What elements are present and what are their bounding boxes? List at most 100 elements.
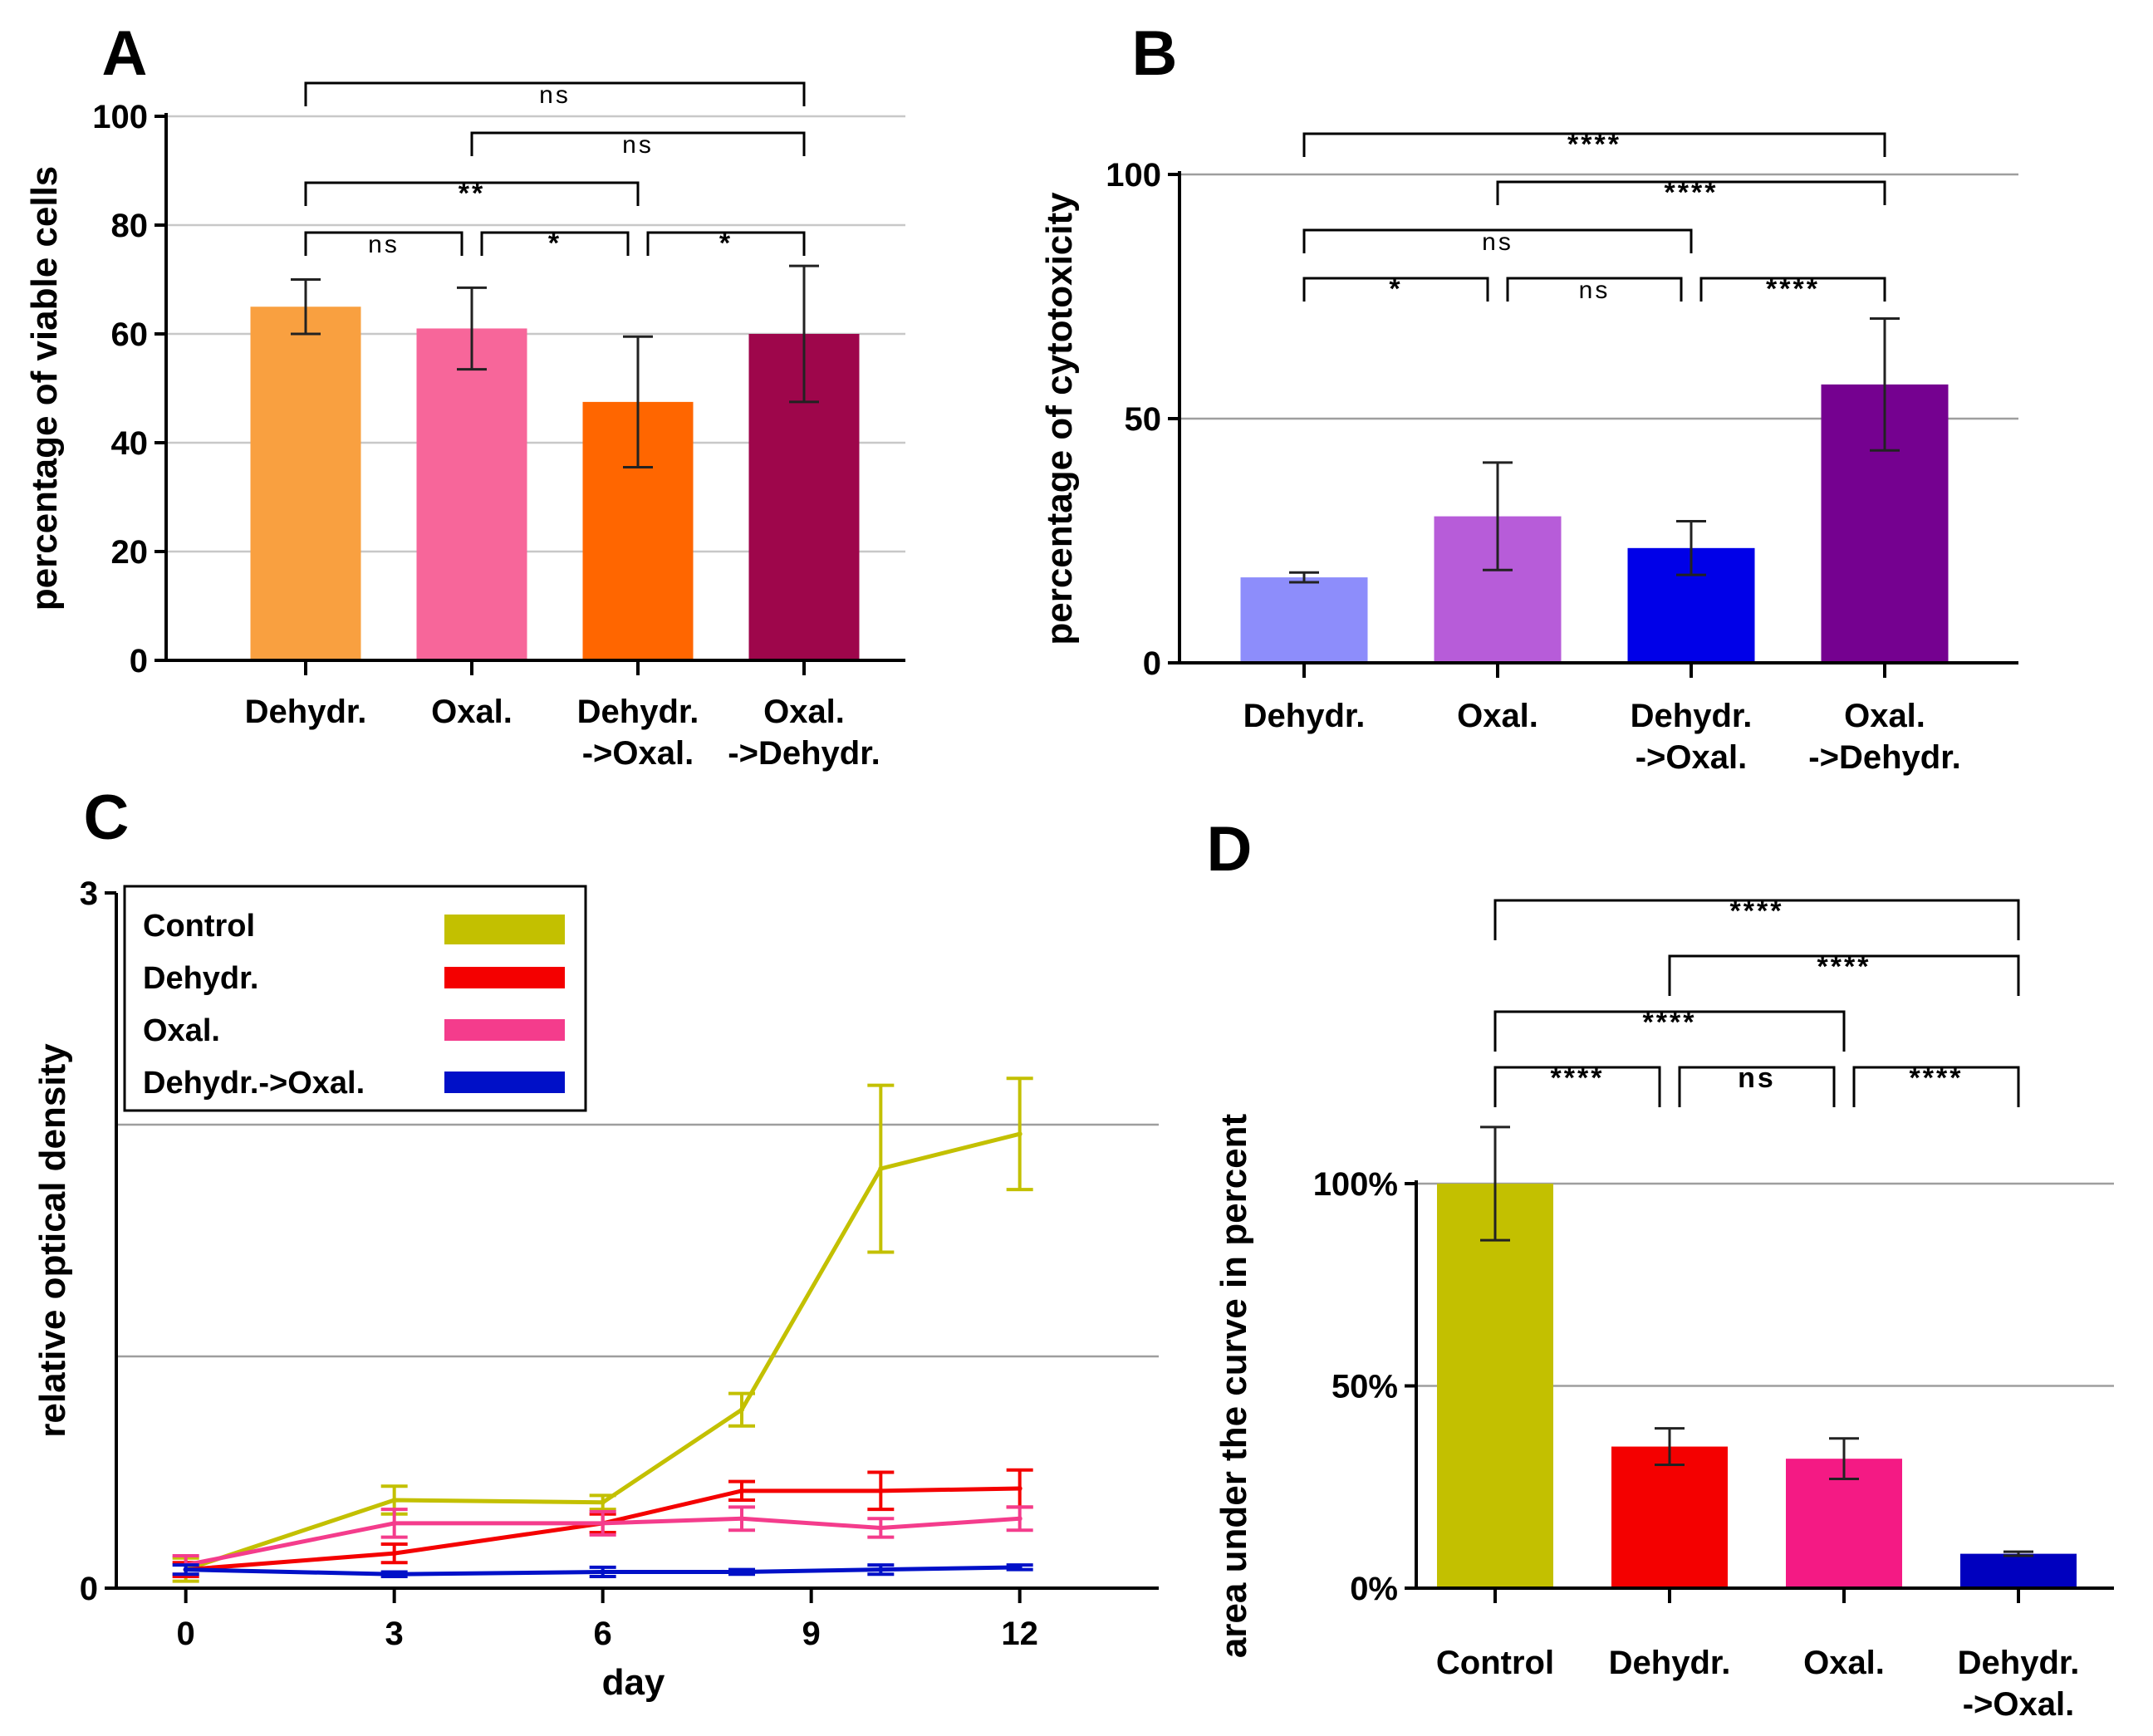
data-point (878, 1166, 884, 1172)
x-tick-label-line: Control (1436, 1645, 1554, 1681)
bar (1437, 1184, 1553, 1588)
data-point (1017, 1516, 1023, 1522)
x-tick-label-line: Oxal. (431, 694, 513, 730)
error-bar (1870, 316, 1900, 452)
y-tick-label: 20 (111, 534, 149, 571)
series (172, 1563, 1033, 1579)
y-axis-title: percentage of cytotoxicity (1039, 192, 1080, 645)
significance-line (1506, 277, 1683, 302)
significance-bracket: ns (304, 231, 463, 258)
significance-label: ns (1738, 1062, 1776, 1094)
legend-item: Dehydr.->Oxal. (143, 1066, 565, 1101)
y-tick-label: 50 (1125, 401, 1162, 438)
significance-label: * (1389, 273, 1402, 305)
legend-label: Oxal. (143, 1013, 220, 1048)
series-line (184, 1131, 1021, 1572)
x-tick-label: 12 (1001, 1616, 1038, 1652)
legend: Control Dehydr. Oxal. Dehydr.->Oxal. (123, 885, 587, 1112)
x-tick-label: Oxal. (1803, 1645, 1885, 1681)
legend-item: Dehydr. (143, 961, 565, 996)
y-tick-label: 0 (80, 1571, 98, 1607)
significance-line (304, 181, 640, 206)
x-tick-label-line: ->Dehydr. (1808, 739, 1960, 776)
significance-bracket: ns (304, 81, 806, 109)
significance-label: **** (1766, 273, 1820, 305)
panel-letter: C (84, 782, 130, 853)
legend-label: Dehydr.->Oxal. (143, 1066, 365, 1101)
bar (1611, 1446, 1728, 1588)
significance-label: ns (622, 131, 654, 159)
significance-label: ** (459, 178, 485, 209)
y-axis-title: percentage of viable cells (24, 166, 65, 611)
bar (1240, 577, 1368, 663)
significance-line (1496, 180, 1886, 205)
x-tick-label-line: Oxal. (1803, 1645, 1885, 1681)
x-axis-title: day (602, 1662, 665, 1703)
error-bar (291, 278, 321, 336)
x-tick-label: Dehydr. (1243, 698, 1366, 734)
significance-bracket: ns (470, 131, 806, 159)
significance-line (304, 81, 806, 106)
significance-label: **** (1551, 1062, 1605, 1094)
series (172, 1076, 1033, 1583)
x-tick-label: 6 (594, 1616, 612, 1652)
panel-letter: A (102, 18, 148, 89)
significance-bracket: ns (1302, 228, 1693, 256)
y-tick-label: 80 (111, 208, 149, 244)
y-axis-title: area under the curve in percent (1214, 1113, 1254, 1658)
significance-line (480, 231, 630, 256)
data-point (600, 1520, 606, 1526)
significance-label: * (548, 228, 562, 259)
y-tick-label: 60 (111, 316, 149, 353)
legend-item: Oxal. (143, 1013, 565, 1048)
data-point (739, 1488, 744, 1493)
series-line (185, 1516, 1020, 1567)
significance-label: **** (1817, 951, 1871, 983)
y-tick-label: 0% (1350, 1571, 1398, 1607)
x-tick-label: Dehydr. ->Oxal. (577, 694, 699, 772)
x-tick-label-line: ->Oxal. (582, 735, 694, 772)
significance-line (1302, 277, 1489, 302)
significance-line (1493, 1066, 1661, 1107)
data-point (878, 1525, 884, 1531)
significance-line (1493, 1010, 1846, 1052)
significance-label: **** (1643, 1007, 1697, 1038)
panel-letter: D (1207, 814, 1253, 885)
bar (416, 328, 527, 660)
panel-d: D 0% 50% 100% Control Dehydr. Oxal. Dehydr. ->Ox… (1207, 814, 2114, 1723)
data-point (391, 1572, 397, 1577)
y-tick-label: 40 (111, 425, 149, 462)
data-point (1017, 1564, 1023, 1570)
panel-a: A 0 20 40 60 80 100 Dehydr. Oxal. Dehydr. ->Oxal. O… (24, 18, 905, 772)
y-tick-label: 3 (80, 875, 98, 912)
x-tick-label: Oxal. ->Dehydr. (728, 694, 880, 772)
y-tick-label: 0 (1143, 645, 1161, 682)
data-point (391, 1551, 397, 1557)
legend-swatch (444, 915, 565, 944)
x-tick-label: 3 (385, 1616, 404, 1652)
x-tick-label-line: Dehydr. (1609, 1645, 1731, 1681)
data-point (1017, 1486, 1023, 1492)
significance-line (1302, 132, 1886, 157)
significance-label: * (719, 228, 733, 259)
data-point (878, 1488, 884, 1493)
data-point (739, 1569, 744, 1575)
x-tick-label-line: ->Oxal. (1963, 1686, 2075, 1723)
x-tick-label-line: Dehydr. (1631, 698, 1753, 734)
y-tick-label: 100 (1106, 157, 1161, 194)
panel-letter: B (1132, 18, 1178, 89)
error-bar (789, 264, 819, 404)
error-bar (1655, 1427, 1685, 1466)
legend-swatch (444, 1019, 565, 1041)
x-tick-label: 0 (177, 1616, 195, 1652)
significance-bracket: ns (1506, 277, 1683, 304)
significance-bracket: ns (1678, 1062, 1836, 1107)
series-line (185, 1486, 1020, 1572)
significance-bracket: * (646, 228, 806, 259)
x-tick-label: Dehydr. (1609, 1645, 1731, 1681)
significance-label: ns (1482, 228, 1513, 256)
error-bar (1676, 519, 1706, 576)
significance-line (304, 231, 463, 256)
x-tick-label-line: Dehydr. (577, 694, 699, 730)
x-tick-label: Control (1436, 1645, 1554, 1681)
